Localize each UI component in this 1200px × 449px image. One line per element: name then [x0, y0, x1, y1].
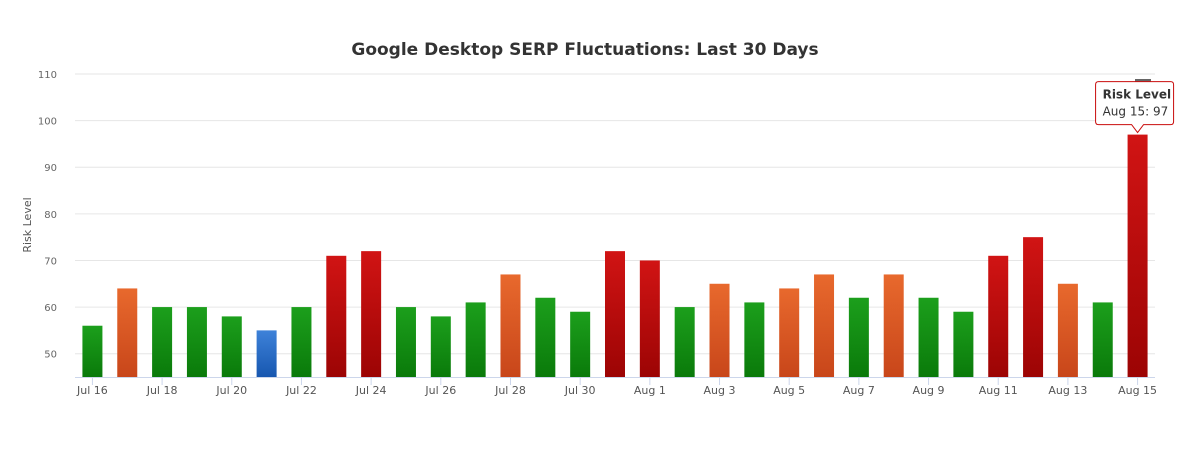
x-tick-label: Aug 13 [1048, 384, 1087, 397]
y-tick-label: 80 [44, 210, 57, 221]
x-tick-label: Jul 20 [215, 384, 247, 397]
bar-jul-24[interactable] [361, 251, 382, 377]
y-axis-title: Risk Level [21, 197, 34, 252]
bar-jul-19[interactable] [186, 307, 207, 377]
x-tick-label: Aug 3 [704, 384, 736, 397]
x-tick-label: Aug 9 [913, 384, 945, 397]
bar-jul-31[interactable] [605, 251, 625, 377]
x-tick-label: Aug 7 [843, 384, 875, 397]
tooltip: Risk Level Aug 15: 97 [1095, 81, 1175, 134]
bar-aug-14[interactable] [1092, 302, 1113, 377]
bar-jul-17[interactable] [117, 288, 138, 377]
tooltip-box [1095, 81, 1175, 134]
bar-jul-30[interactable] [570, 311, 591, 377]
tooltip-title: Risk Level [1103, 88, 1172, 102]
bar-aug-10[interactable] [953, 311, 974, 377]
bar-aug-1[interactable] [639, 260, 660, 377]
bars [82, 134, 1148, 377]
y-tick-label: 100 [38, 117, 57, 128]
x-tick-label: Jul 24 [355, 384, 387, 397]
y-tick-label: 50 [44, 350, 57, 361]
x-axis-ticks: Jul 16 Jul 18 Jul 20 Jul 22 Jul 24 Jul 26 Jul … [76, 377, 1157, 397]
y-tick-label: 70 [44, 256, 57, 267]
bar-jul-21[interactable] [256, 330, 277, 377]
chart-title: Google Desktop SERP Fluctuations: Last 3… [351, 40, 818, 60]
bar-jul-20[interactable] [221, 316, 242, 377]
bar-aug-4[interactable] [744, 302, 765, 377]
bar-aug-15[interactable] [1127, 134, 1148, 377]
y-tick-label: 60 [44, 303, 57, 314]
bar-aug-11[interactable] [988, 255, 1009, 377]
tooltip-text: Aug 15: 97 [1103, 105, 1169, 119]
bar-aug-7[interactable] [848, 297, 869, 377]
y-tick-label: 90 [44, 163, 57, 174]
x-tick-label: Jul 28 [494, 384, 526, 397]
bar-jul-28[interactable] [500, 274, 521, 377]
bar-jul-27[interactable] [465, 302, 486, 377]
bar-jul-16[interactable] [82, 325, 103, 377]
bar-aug-2[interactable] [674, 307, 695, 377]
x-tick-label: Aug 11 [979, 384, 1018, 397]
x-tick-label: Aug 5 [773, 384, 805, 397]
bar-aug-13[interactable] [1057, 283, 1078, 377]
x-tick-label: Jul 22 [285, 384, 317, 397]
x-tick-label: Aug 15 [1118, 384, 1157, 397]
bar-jul-23[interactable] [326, 255, 347, 377]
bar-aug-3[interactable] [709, 283, 730, 377]
bar-aug-8[interactable] [883, 274, 904, 377]
menu-icon [1135, 79, 1151, 82]
bar-jul-29[interactable] [535, 297, 556, 377]
y-tick-label: 110 [38, 70, 57, 81]
x-tick-label: Jul 18 [146, 384, 178, 397]
x-tick-label: Aug 1 [634, 384, 666, 397]
y-axis-ticks: 50 60 70 80 90 100 110 [38, 70, 57, 361]
x-tick-label: Jul 26 [424, 384, 456, 397]
bar-aug-12[interactable] [1023, 237, 1044, 377]
x-tick-label: Jul 30 [564, 384, 596, 397]
bar-aug-5[interactable] [779, 288, 800, 377]
bar-jul-25[interactable] [395, 307, 416, 377]
bar-aug-6[interactable] [814, 274, 835, 377]
x-tick-label: Jul 16 [76, 384, 108, 397]
bar-jul-22[interactable] [291, 307, 312, 377]
bar-jul-26[interactable] [430, 316, 451, 377]
bar-jul-18[interactable] [152, 307, 173, 377]
bar-aug-9[interactable] [918, 297, 939, 377]
